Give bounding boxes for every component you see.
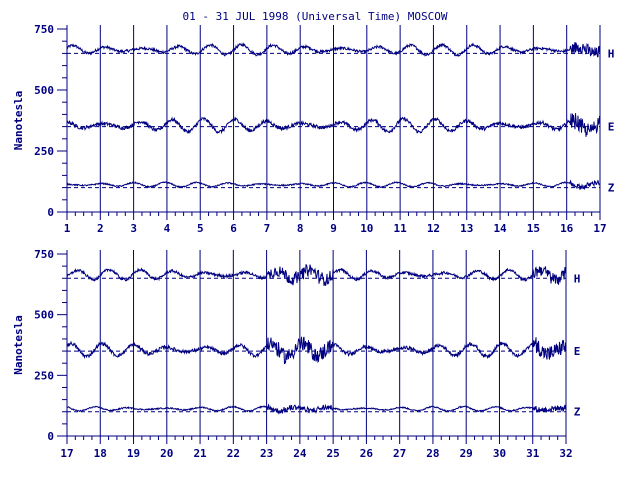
series-label-z: Z (574, 406, 581, 419)
y-tick-label: 750 (34, 248, 54, 261)
x-tick-label: 23 (260, 447, 273, 460)
x-tick-label: 17 (593, 222, 606, 235)
x-tick-label: 4 (164, 222, 171, 235)
trace-h (66, 42, 601, 58)
y-axis-label: Nanotesla (12, 91, 25, 151)
x-tick-label: 2 (97, 222, 104, 235)
x-tick-label: 8 (297, 222, 304, 235)
x-tick-label: 25 (327, 447, 340, 460)
trace-e (66, 336, 567, 365)
x-tick-label: 26 (360, 447, 374, 460)
series-label-z: Z (608, 182, 615, 195)
x-tick-label: 29 (460, 447, 473, 460)
chart-title: 01 - 31 JUL 1998 (Universal Time) MOSCOW (183, 10, 448, 23)
x-tick-label: 10 (360, 222, 373, 235)
x-tick-label: 18 (94, 447, 107, 460)
y-tick-label: 500 (34, 309, 54, 322)
x-tick-label: 3 (130, 222, 137, 235)
series-label-e: E (574, 345, 581, 358)
trace-z (66, 403, 567, 415)
y-tick-label: 250 (34, 145, 54, 158)
series-label-h: H (608, 47, 615, 60)
x-tick-label: 11 (394, 222, 408, 235)
x-tick-label: 27 (393, 447, 406, 460)
y-tick-label: 500 (34, 84, 54, 97)
x-tick-label: 12 (427, 222, 440, 235)
x-tick-label: 6 (230, 222, 237, 235)
series-label-e: E (608, 121, 615, 134)
x-tick-label: 1 (64, 222, 71, 235)
trace-z (66, 179, 601, 191)
x-tick-label: 14 (493, 222, 507, 235)
x-tick-label: 5 (197, 222, 204, 235)
x-tick-label: 22 (227, 447, 240, 460)
y-tick-label: 750 (34, 23, 54, 36)
x-tick-label: 7 (264, 222, 271, 235)
x-tick-label: 30 (493, 447, 506, 460)
x-tick-label: 19 (127, 447, 140, 460)
trace-e (66, 113, 601, 137)
y-tick-label: 0 (47, 206, 54, 219)
series-label-h: H (574, 272, 581, 285)
x-tick-label: 32 (559, 447, 572, 460)
x-tick-label: 13 (460, 222, 473, 235)
trace-h (66, 264, 567, 286)
x-tick-label: 15 (527, 222, 540, 235)
x-tick-label: 28 (426, 447, 439, 460)
x-tick-label: 17 (60, 447, 73, 460)
x-tick-label: 31 (526, 447, 540, 460)
x-tick-label: 21 (193, 447, 207, 460)
y-tick-label: 0 (47, 430, 54, 443)
bottom-panel: 0 250 500 750 Nanotesla 17 18 19 20 21 22 23 24 25 26 2… (12, 248, 581, 460)
x-tick-label: 16 (560, 222, 574, 235)
y-tick-label: 250 (34, 369, 54, 382)
x-tick-label: 20 (160, 447, 173, 460)
y-axis-label: Nanotesla (12, 315, 25, 375)
x-tick-label: 9 (330, 222, 337, 235)
x-tick-label: 24 (293, 447, 307, 460)
